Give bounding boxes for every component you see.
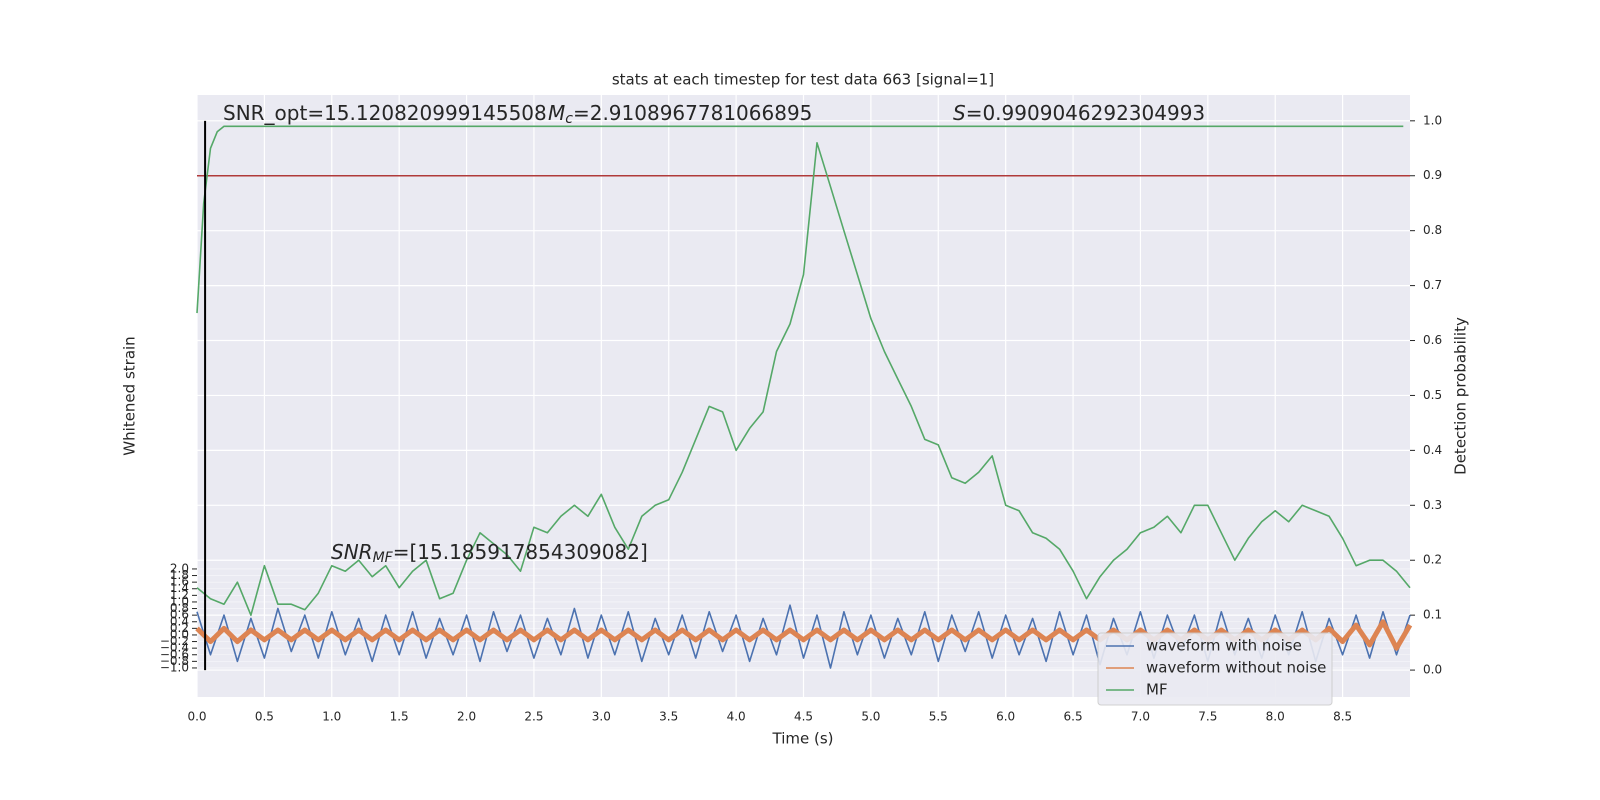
annotation-symbol: SNR: [331, 540, 373, 564]
y2-tick-label: 0.9: [1423, 168, 1442, 182]
legend-label: MF: [1146, 681, 1168, 699]
y-axis-label: Whitened strain: [121, 336, 139, 455]
y2-tick-label: 0.5: [1423, 388, 1442, 402]
annotation: SNRMF=[15.185917854309082]: [331, 540, 648, 567]
x-tick-label: 7.0: [1131, 710, 1150, 724]
y-tick-label: −0.8: [160, 654, 189, 668]
x-tick-label: 8.0: [1266, 710, 1285, 724]
annotation: S=0.9909046292304993: [953, 101, 1205, 125]
y2-tick-label: 0.0: [1423, 663, 1442, 677]
y2-axis-label: Detection probability: [1452, 317, 1470, 475]
legend-label: waveform with noise: [1146, 637, 1302, 655]
y-tick-label: −0.4: [160, 641, 189, 655]
annotation-text: =2.9108967781066895: [573, 101, 812, 125]
x-tick-label: 1.0: [322, 710, 341, 724]
x-tick-label: 4.0: [727, 710, 746, 724]
y-tick-label: −1.0: [160, 660, 189, 674]
x-axis-label: Time (s): [772, 730, 834, 748]
annotation-text: =[15.185917854309082]: [393, 540, 648, 564]
y2-tick-label: 0.3: [1423, 498, 1442, 512]
y-tick-label: 2.0: [170, 561, 189, 575]
y2-tick-label: 0.6: [1423, 333, 1442, 347]
y-tick-label: −0.2: [160, 634, 189, 648]
y2-tick-label: 0.4: [1423, 443, 1442, 457]
y2-tick-label: 0.2: [1423, 553, 1442, 567]
y-tick-label: 0.4: [170, 614, 189, 628]
y-tick-label: 0.6: [170, 608, 189, 622]
annotation-symbol: M: [548, 101, 565, 125]
x-tick-label: 0.5: [255, 710, 274, 724]
x-tick-label: 4.5: [794, 710, 813, 724]
legend-box: [1097, 632, 1333, 706]
x-tick-label: 2.0: [457, 710, 476, 724]
annotation-text: =0.9909046292304993: [966, 101, 1205, 125]
x-tick-label: 8.5: [1333, 710, 1352, 724]
annotation-text: SNR_opt=15.120820999145508: [223, 101, 547, 125]
series-line: [196, 125, 1404, 314]
y2-tick-label: 0.8: [1423, 223, 1442, 237]
y-tick-label: 1.0: [170, 594, 189, 608]
x-tick-label: 3.5: [659, 710, 678, 724]
y-tick-label: 1.4: [170, 581, 189, 595]
y2-tick-label: 1.0: [1423, 113, 1442, 127]
series-line: [196, 142, 1411, 616]
annotation: Mc=2.9108967781066895: [548, 101, 812, 128]
y2-tick-label: 0.7: [1423, 278, 1442, 292]
y-tick-label: 1.6: [170, 575, 189, 589]
y-tick-label: 1.2: [170, 588, 189, 602]
chart-title: stats at each timestep for test data 663…: [612, 71, 994, 89]
annotation: SNR_opt=15.120820999145508: [223, 101, 547, 125]
x-tick-label: 0.0: [187, 710, 206, 724]
x-tick-label: 5.5: [929, 710, 948, 724]
x-tick-label: 7.5: [1198, 710, 1217, 724]
y-tick-label: 1.8: [170, 568, 189, 582]
annotation-symbol: S: [953, 101, 966, 125]
y2-tick-label: 0.1: [1423, 608, 1442, 622]
x-tick-label: 5.0: [861, 710, 880, 724]
x-tick-label: 6.5: [1064, 710, 1083, 724]
x-tick-label: 6.0: [996, 710, 1015, 724]
legend-label: waveform without noise: [1146, 659, 1326, 677]
annotation-subscript: c: [565, 111, 573, 127]
x-tick-label: 2.5: [524, 710, 543, 724]
y-tick-label: 0.8: [170, 601, 189, 615]
y-tick-label: 0.2: [170, 621, 189, 635]
annotation-subscript: MF: [373, 550, 394, 566]
x-tick-label: 1.5: [390, 710, 409, 724]
y-tick-label: 0.0: [170, 627, 189, 641]
y-tick-label: −0.6: [160, 647, 189, 661]
x-tick-label: 3.0: [592, 710, 611, 724]
